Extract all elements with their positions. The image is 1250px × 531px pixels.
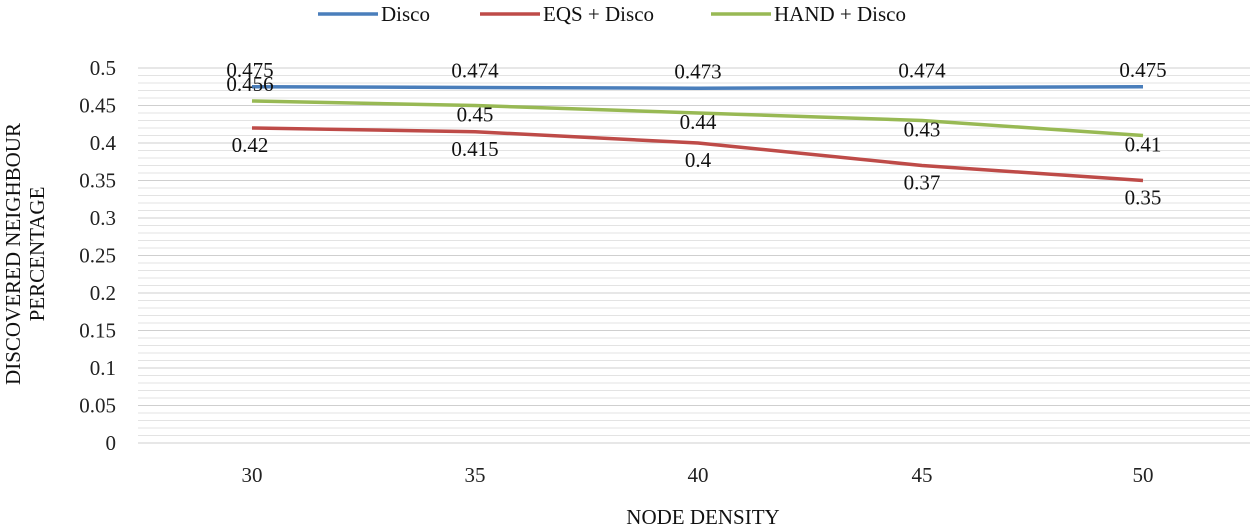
legend-label: Disco <box>381 2 430 26</box>
legend-item: HAND + Disco <box>711 2 906 26</box>
y-axis-ticks: 0 0.05 0.1 0.15 0.2 0.25 0.3 0.35 0.4 0.45 0.5 <box>79 56 116 455</box>
legend-item: Disco <box>318 2 430 26</box>
data-label: 0.474 <box>898 59 946 83</box>
data-label: 0.475 <box>1119 58 1166 82</box>
data-label: 0.45 <box>457 103 494 127</box>
y-tick-label: 0.15 <box>79 319 116 343</box>
y-tick-label: 0.3 <box>90 206 116 230</box>
series-line <box>251 99 1144 138</box>
data-label: 0.475 <box>226 58 273 82</box>
x-axis-ticks: 30 35 40 45 50 <box>242 463 1154 487</box>
data-label: 0.43 <box>904 118 941 142</box>
gridlines <box>138 67 1250 444</box>
y-tick-label: 0.35 <box>79 169 116 193</box>
data-label: 0.474 <box>451 59 499 83</box>
data-label: 0.456 <box>226 72 273 96</box>
y-axis-title: DISCOVERED NEIGHBOUR PERCENTAGE <box>1 123 49 385</box>
data-label: 0.37 <box>904 171 941 195</box>
series-line <box>251 126 1144 183</box>
y-axis-title-line-2: PERCENTAGE <box>25 187 49 322</box>
y-tick-label: 0.4 <box>90 131 117 155</box>
y-tick-label: 0.1 <box>90 356 116 380</box>
data-labels: 0.475 0.474 0.473 0.474 0.475 0.42 0.415 0.4 0.3… <box>226 58 1166 210</box>
series-lines <box>251 85 1144 183</box>
data-label: 0.4 <box>685 148 712 172</box>
x-tick-label: 30 <box>242 463 263 487</box>
data-label: 0.41 <box>1125 133 1162 157</box>
data-label: 0.415 <box>451 137 498 161</box>
series-line <box>251 85 1144 90</box>
x-tick-label: 35 <box>465 463 486 487</box>
x-tick-label: 40 <box>688 463 709 487</box>
legend-label: HAND + Disco <box>774 2 906 26</box>
y-tick-label: 0.2 <box>90 281 116 305</box>
x-axis-title: NODE DENSITY <box>626 505 779 529</box>
y-tick-label: 0.45 <box>79 94 116 118</box>
y-tick-label: 0.05 <box>79 394 116 418</box>
y-tick-label: 0.5 <box>90 56 116 80</box>
legend-label: EQS + Disco <box>543 2 654 26</box>
x-tick-label: 45 <box>912 463 933 487</box>
y-tick-label: 0.25 <box>79 244 116 268</box>
y-axis-title-line-1: DISCOVERED NEIGHBOUR <box>1 123 25 385</box>
y-tick-label: 0 <box>106 431 117 455</box>
data-label: 0.473 <box>674 59 721 83</box>
data-label: 0.42 <box>232 133 269 157</box>
chart-legend: Disco EQS + Disco HAND + Disco <box>318 2 906 26</box>
data-label: 0.44 <box>680 110 717 134</box>
x-tick-label: 50 <box>1133 463 1154 487</box>
legend-item: EQS + Disco <box>480 2 654 26</box>
data-label: 0.35 <box>1125 186 1162 210</box>
